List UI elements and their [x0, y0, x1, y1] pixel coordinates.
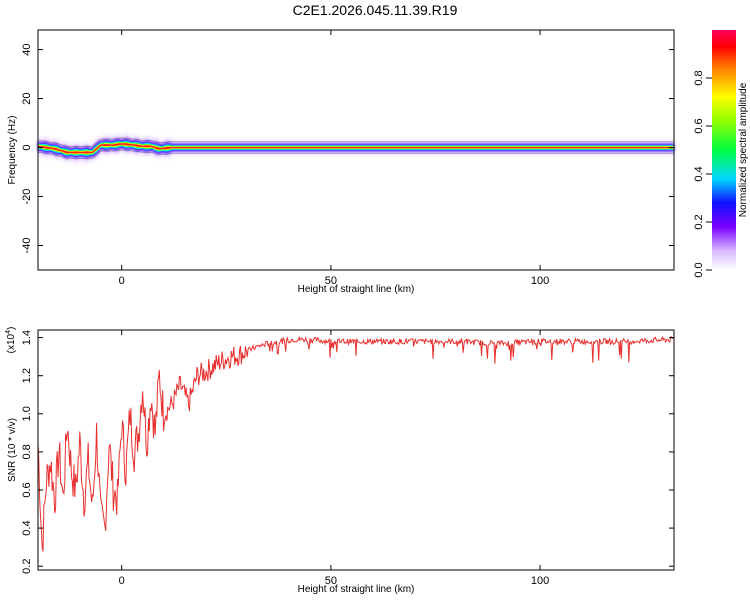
multiplier-base: (x10: [6, 333, 17, 353]
y-tick-label: 0.6: [21, 482, 33, 497]
colorbar: [712, 30, 736, 270]
colorbar-tick-label: 0.6: [693, 118, 705, 133]
y-tick-label: 0: [21, 144, 33, 150]
snr-series-line: [37, 335, 674, 552]
x-tick-label: 100: [531, 575, 549, 587]
multiplier-exponent: 4: [5, 330, 12, 334]
svg-text:(x104): (x104): [5, 327, 17, 354]
x-tick-label: 100: [531, 275, 549, 287]
multiplier-close: ): [6, 327, 17, 330]
colorbar-tick-label: 0.0: [693, 262, 705, 277]
y-tick-label: 1.0: [21, 406, 33, 421]
colorbar-label: Normalized spectral amplitude: [738, 82, 749, 217]
x-tick-label: 0: [119, 575, 125, 587]
colorbar-tick-label: 0.4: [693, 166, 705, 181]
snr-ticks: 0 50 100 0.2 0.4 0.6 0.8 1.0 1.2 1.4: [21, 330, 674, 587]
snr-multiplier: (x104): [5, 327, 17, 354]
y-tick-label: 40: [21, 43, 33, 55]
colorbar-tick-label: 0.2: [693, 214, 705, 229]
y-tick-label: 1.4: [21, 330, 33, 345]
spectrum-plot-frame: [37, 29, 675, 271]
band-edge-upper: [37, 137, 674, 147]
y-tick-label: -20: [21, 189, 33, 205]
x-tick-label: 0: [119, 275, 125, 287]
spectrum-ticks: 0 50 100 -40 -20 0 20 40: [21, 30, 674, 287]
x-tick-label: 50: [325, 575, 337, 587]
snr-plot-frame: [37, 329, 675, 571]
snr-plot: [37, 335, 674, 552]
colorbar-tick-label: 0.8: [693, 70, 705, 85]
spectrum-y-axis-label: Frequency (Hz): [7, 116, 18, 185]
band-edge-lower: [37, 149, 674, 159]
y-tick-label: -40: [21, 238, 33, 254]
heatmap-band: [38, 142, 674, 155]
snr-y-axis-label: SNR (10 * v/v): [7, 418, 18, 482]
spectrum-heatmap: [37, 134, 674, 163]
chart-title: C2E1.2026.045.11.39.R19: [292, 2, 458, 18]
snr-x-axis-label: Height of straight line (km): [298, 584, 415, 595]
colorbar-ticks: 0.0 0.2 0.4 0.6 0.8: [693, 70, 712, 278]
y-tick-label: 0.4: [21, 520, 33, 535]
spectrum-x-axis-label: Height of straight line (km): [298, 284, 415, 295]
y-tick-label: 0.2: [21, 559, 33, 574]
x-tick-label: 50: [325, 275, 337, 287]
y-tick-label: 20: [21, 92, 33, 104]
y-tick-label: 1.2: [21, 368, 33, 383]
heatmap-band: [38, 143, 674, 154]
y-tick-label: 0.8: [21, 444, 33, 459]
